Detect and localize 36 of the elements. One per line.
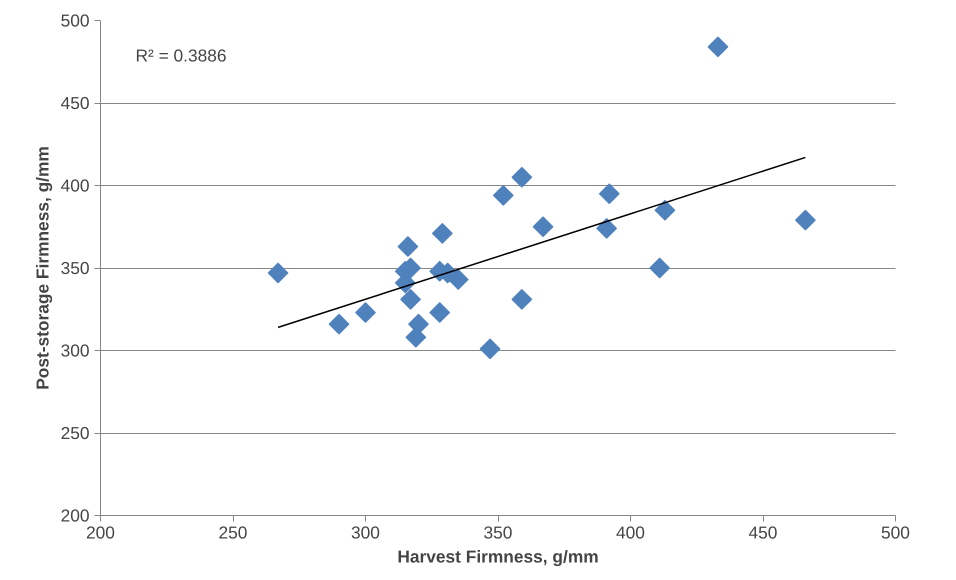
point xyxy=(400,288,421,310)
point xyxy=(429,302,450,323)
y-tick-label: 300 xyxy=(60,340,90,360)
point xyxy=(355,302,376,323)
x-axis-title: Harvest Firmness, g/mm xyxy=(397,546,599,566)
y-axis-title: Post-storage Firmness, g/mm xyxy=(32,146,53,390)
annotation: R² = 0.3886 xyxy=(136,46,227,66)
x-tick-label: 300 xyxy=(351,522,380,542)
point xyxy=(432,222,453,244)
x-tick-label: 350 xyxy=(484,522,512,542)
point xyxy=(532,216,554,238)
x-tick-label: 450 xyxy=(748,522,778,542)
point xyxy=(328,314,350,334)
y-tick-label: 400 xyxy=(60,176,90,196)
point xyxy=(795,210,816,231)
point xyxy=(268,262,288,284)
point xyxy=(448,269,469,290)
x-tick-label: 500 xyxy=(881,522,910,542)
point xyxy=(511,166,532,188)
y-tick-label: 350 xyxy=(60,258,90,278)
x-tick-label: 250 xyxy=(218,522,248,542)
x-tick-label: 200 xyxy=(86,522,115,542)
point xyxy=(511,288,532,310)
point xyxy=(398,236,418,257)
point xyxy=(492,185,514,206)
point xyxy=(598,183,620,204)
y-tick-label: 250 xyxy=(60,423,90,443)
point xyxy=(596,218,618,239)
point xyxy=(649,258,670,278)
point xyxy=(480,338,500,360)
y-tick-label: 450 xyxy=(60,93,90,113)
y-tick-label: 500 xyxy=(60,10,90,30)
point xyxy=(708,36,728,58)
x-tick-label: 400 xyxy=(616,522,645,542)
y-tick-label: 200 xyxy=(60,506,90,526)
point xyxy=(654,200,676,221)
